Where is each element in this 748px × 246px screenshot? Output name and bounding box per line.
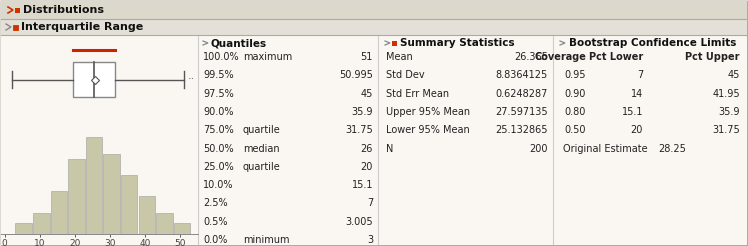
Text: Mean: Mean: [386, 52, 413, 62]
Text: 45: 45: [361, 89, 373, 99]
Text: minimum: minimum: [243, 235, 289, 245]
Bar: [1, 19, 747, 35]
Text: N: N: [386, 143, 393, 154]
Text: maximum: maximum: [243, 52, 292, 62]
Text: Bootstrap Confidence Limits: Bootstrap Confidence Limits: [569, 38, 736, 48]
Text: 25.132865: 25.132865: [495, 125, 548, 135]
Text: Summary Statistics: Summary Statistics: [400, 38, 515, 48]
Text: 41.95: 41.95: [712, 89, 740, 99]
Text: 2.5%: 2.5%: [203, 199, 227, 208]
Text: 45: 45: [728, 70, 740, 80]
Bar: [86, 138, 102, 234]
Text: 26: 26: [361, 143, 373, 154]
Text: 25.0%: 25.0%: [203, 162, 233, 172]
Text: 7: 7: [367, 199, 373, 208]
Text: 0.6248287: 0.6248287: [496, 89, 548, 99]
Text: Pct Lower: Pct Lower: [589, 52, 643, 62]
Text: 35.9: 35.9: [719, 107, 740, 117]
Bar: [51, 191, 67, 234]
Text: 31.75: 31.75: [712, 125, 740, 135]
Text: 15.1: 15.1: [622, 107, 643, 117]
Text: Coverage: Coverage: [534, 52, 586, 62]
Bar: [156, 213, 173, 234]
Text: Upper 95% Mean: Upper 95% Mean: [386, 107, 470, 117]
Bar: [15, 8, 20, 13]
Text: Quantiles: Quantiles: [211, 38, 267, 48]
Bar: [33, 213, 49, 234]
Text: 51: 51: [361, 52, 373, 62]
Text: Original Estimate: Original Estimate: [563, 143, 648, 154]
Text: 7: 7: [637, 70, 643, 80]
Bar: [13, 25, 18, 30]
Text: 0.0%: 0.0%: [203, 235, 227, 245]
Text: 15.1: 15.1: [352, 180, 373, 190]
Text: quartile: quartile: [243, 162, 280, 172]
Text: 100.0%: 100.0%: [203, 52, 239, 62]
Text: 3: 3: [367, 235, 373, 245]
Text: 50.995: 50.995: [339, 70, 373, 80]
Text: median: median: [243, 143, 280, 154]
Text: 31.75: 31.75: [346, 125, 373, 135]
Bar: [73, 62, 114, 97]
Text: 99.5%: 99.5%: [203, 70, 233, 80]
Text: 35.9: 35.9: [352, 107, 373, 117]
Text: 10.0%: 10.0%: [203, 180, 233, 190]
Text: 20: 20: [631, 125, 643, 135]
Text: 200: 200: [530, 143, 548, 154]
Text: 50.0%: 50.0%: [203, 143, 233, 154]
Text: 0.90: 0.90: [565, 89, 586, 99]
Bar: [1, 35, 747, 245]
Text: 28.25: 28.25: [658, 143, 686, 154]
Text: 26.365: 26.365: [514, 52, 548, 62]
Bar: [174, 223, 190, 234]
Text: 20: 20: [361, 162, 373, 172]
Bar: [392, 41, 397, 46]
Text: Pct Upper: Pct Upper: [685, 52, 740, 62]
Bar: [68, 159, 85, 234]
Text: 90.0%: 90.0%: [203, 107, 233, 117]
Text: Std Err Mean: Std Err Mean: [386, 89, 449, 99]
Text: Distributions: Distributions: [23, 5, 104, 15]
Bar: [121, 175, 138, 234]
Bar: [103, 154, 120, 234]
Text: Interquartile Range: Interquartile Range: [21, 22, 144, 32]
Text: 8.8364125: 8.8364125: [496, 70, 548, 80]
Text: 14: 14: [631, 89, 643, 99]
Text: quartile: quartile: [243, 125, 280, 135]
Bar: [16, 223, 32, 234]
Bar: [1, 1, 747, 19]
Text: 75.0%: 75.0%: [203, 125, 233, 135]
Text: 3.005: 3.005: [346, 217, 373, 227]
Text: 97.5%: 97.5%: [203, 89, 233, 99]
Text: 0.50: 0.50: [565, 125, 586, 135]
Text: ··: ··: [187, 75, 194, 85]
Bar: [138, 197, 155, 234]
Text: 0.95: 0.95: [565, 70, 586, 80]
Text: Lower 95% Mean: Lower 95% Mean: [386, 125, 470, 135]
Text: 0.80: 0.80: [565, 107, 586, 117]
Text: 0.5%: 0.5%: [203, 217, 227, 227]
Text: 27.597135: 27.597135: [495, 107, 548, 117]
Text: Std Dev: Std Dev: [386, 70, 425, 80]
